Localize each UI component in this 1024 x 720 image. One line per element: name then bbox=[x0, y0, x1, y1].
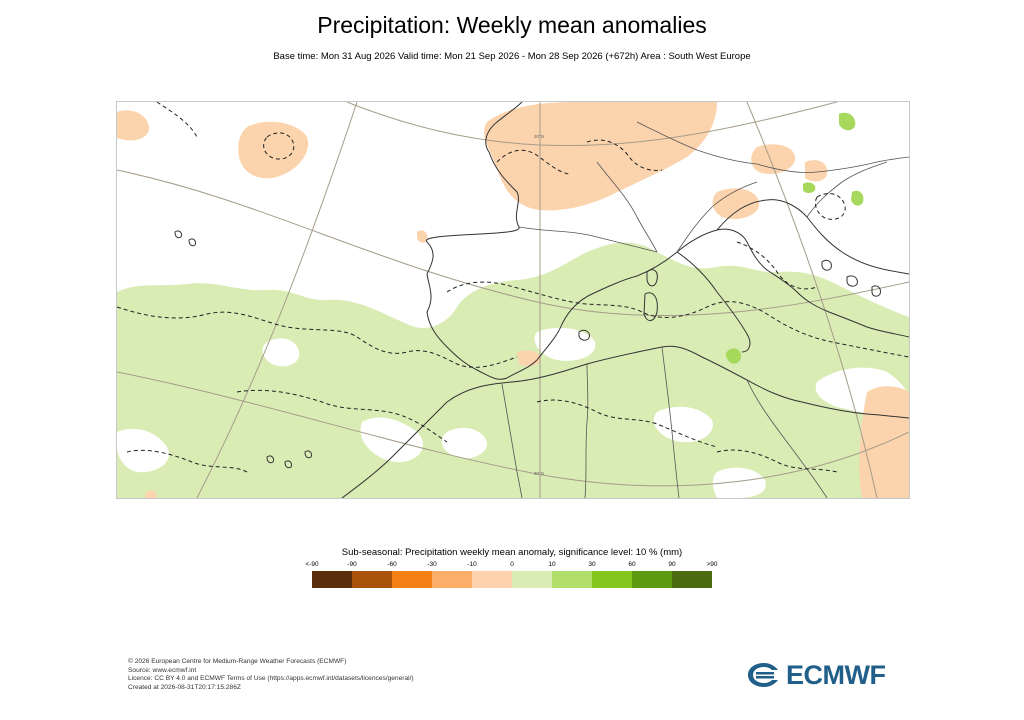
legend-tick-label: 30 bbox=[588, 561, 596, 568]
legend-color-bar bbox=[312, 571, 712, 588]
legend-tick-label: 10 bbox=[548, 561, 556, 568]
legend-tick-label: 90 bbox=[668, 561, 676, 568]
footer-credits: © 2026 European Centre for Medium-Range … bbox=[128, 658, 414, 692]
legend-swatch bbox=[672, 571, 712, 588]
legend-ticks: <-90 -90 -60 -30 -10 0 10 30 60 90 >90 bbox=[305, 561, 717, 571]
legend-tick-label: -60 bbox=[387, 561, 397, 568]
footer-copyright: © 2026 European Centre for Medium-Range … bbox=[128, 658, 347, 665]
legend-swatch bbox=[472, 571, 512, 588]
legend-swatch bbox=[312, 571, 352, 588]
graticule-label-south: 30°N bbox=[534, 471, 544, 476]
legend-tick-label: -90 bbox=[347, 561, 357, 568]
legend-swatch bbox=[392, 571, 432, 588]
legend-title: Sub-seasonal: Precipitation weekly mean … bbox=[341, 547, 683, 558]
legend-tick-label: 0 bbox=[510, 561, 514, 568]
anomaly-map: 30°N 30°N bbox=[116, 101, 910, 499]
legend-swatch bbox=[552, 571, 592, 588]
country-borders bbox=[501, 121, 909, 498]
map-title: Precipitation: Weekly mean anomalies bbox=[317, 12, 707, 38]
ecmwf-logo-icon bbox=[748, 663, 778, 687]
legend-tick-label: <-90 bbox=[305, 561, 319, 568]
positive-anomaly-strong bbox=[725, 348, 742, 364]
legend-swatch bbox=[352, 571, 392, 588]
significance-contours bbox=[117, 102, 909, 473]
legend-tick-label: -30 bbox=[427, 561, 437, 568]
legend-swatch bbox=[512, 571, 552, 588]
footer-licence: Licence: CC BY 4.0 and ECMWF Terms of Us… bbox=[128, 675, 414, 683]
legend-tick-label: >90 bbox=[706, 561, 718, 568]
legend-swatch bbox=[432, 571, 472, 588]
legend-tick-label: -10 bbox=[467, 561, 477, 568]
footer-source: Source: www.ecmwf.int bbox=[128, 666, 197, 674]
legend-swatch bbox=[592, 571, 632, 588]
ecmwf-logo: ECMWF bbox=[746, 659, 906, 691]
graticule-label: 30°N bbox=[534, 134, 544, 139]
graticule bbox=[117, 102, 909, 498]
map-canvas: 30°N 30°N bbox=[117, 102, 909, 498]
ecmwf-logo-text: ECMWF bbox=[786, 659, 886, 690]
legend-tick-label: 60 bbox=[628, 561, 636, 568]
coastlines bbox=[174, 102, 909, 498]
positive-anomaly-area bbox=[117, 242, 909, 498]
legend-swatch bbox=[632, 571, 672, 588]
footer-created: Created at 2026-08-31T20:17:15.286Z bbox=[128, 683, 241, 691]
negative-anomaly-area bbox=[484, 102, 717, 211]
map-subtitle: Base time: Mon 31 Aug 2026 Valid time: M… bbox=[273, 51, 751, 62]
